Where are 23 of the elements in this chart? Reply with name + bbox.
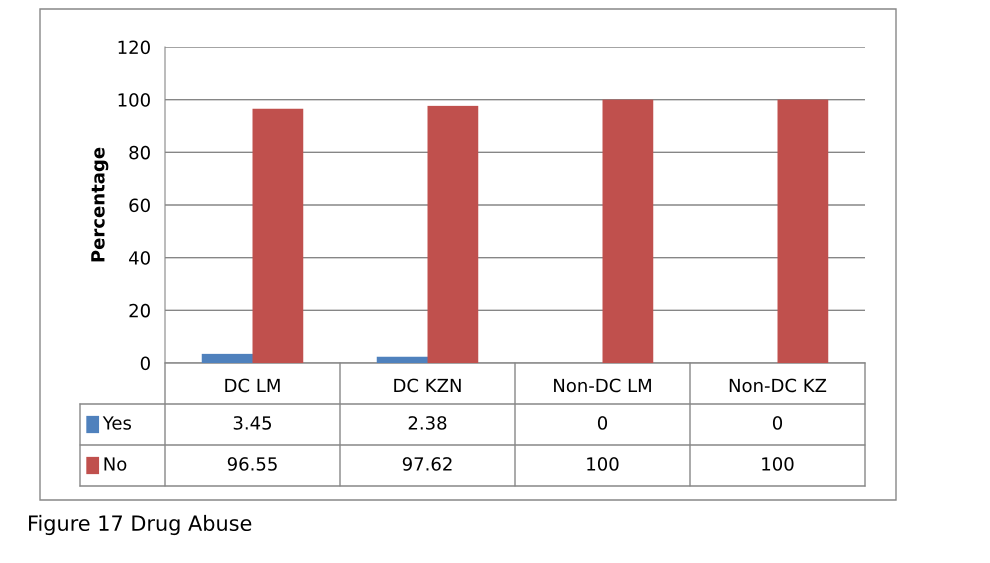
legend-label: No [104, 457, 126, 471]
x-tick-label: DC KZN [394, 378, 461, 392]
x-tick-label: DC LM [225, 378, 280, 392]
data-label: 2.38 [408, 416, 446, 430]
data-label: 100 [587, 457, 619, 471]
legend-label: Yes [102, 416, 132, 430]
data-label: 96.55 [228, 457, 277, 471]
caption: Figure 17 Drug Abuse [29, 514, 252, 536]
data-label: 0 [598, 416, 608, 430]
y-tick-label: 100 [118, 93, 150, 107]
y-axis-title: Percentage [91, 148, 108, 262]
y-tick-label: 120 [118, 40, 150, 54]
x-tick-label: Non-DC LM [554, 378, 651, 392]
data-label: 0 [772, 416, 782, 430]
y-tick-label: 40 [129, 251, 150, 265]
data-label: 100 [762, 457, 794, 471]
y-tick-label: 20 [129, 304, 150, 318]
x-tick-label: Non-DC KZ [730, 378, 826, 392]
data-label: 3.45 [234, 416, 272, 430]
y-tick-label: 80 [129, 146, 150, 160]
y-tick-label: 0 [140, 356, 150, 370]
data-label: 97.62 [402, 457, 452, 471]
y-tick-label: 60 [129, 198, 150, 212]
